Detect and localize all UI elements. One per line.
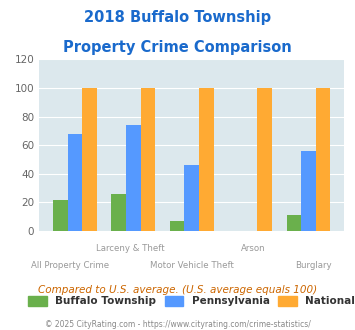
- Text: Larceny & Theft: Larceny & Theft: [96, 244, 165, 253]
- Text: Arson: Arson: [240, 244, 265, 253]
- Bar: [257, 88, 272, 231]
- Bar: [67, 134, 82, 231]
- Text: Burglary: Burglary: [295, 261, 332, 270]
- Bar: [141, 88, 155, 231]
- Text: Motor Vehicle Theft: Motor Vehicle Theft: [150, 261, 234, 270]
- Bar: [126, 125, 141, 231]
- Bar: [111, 194, 126, 231]
- Bar: [184, 165, 199, 231]
- Legend: Buffalo Township, Pennsylvania, National: Buffalo Township, Pennsylvania, National: [28, 296, 355, 307]
- Bar: [82, 88, 97, 231]
- Bar: [53, 200, 67, 231]
- Bar: [199, 88, 214, 231]
- Text: Property Crime Comparison: Property Crime Comparison: [63, 40, 292, 54]
- Text: 2018 Buffalo Township: 2018 Buffalo Township: [84, 10, 271, 25]
- Bar: [301, 151, 316, 231]
- Text: All Property Crime: All Property Crime: [31, 261, 109, 270]
- Bar: [316, 88, 331, 231]
- Text: Compared to U.S. average. (U.S. average equals 100): Compared to U.S. average. (U.S. average …: [38, 285, 317, 295]
- Bar: [286, 215, 301, 231]
- Text: © 2025 CityRating.com - https://www.cityrating.com/crime-statistics/: © 2025 CityRating.com - https://www.city…: [45, 320, 310, 329]
- Bar: [170, 221, 184, 231]
